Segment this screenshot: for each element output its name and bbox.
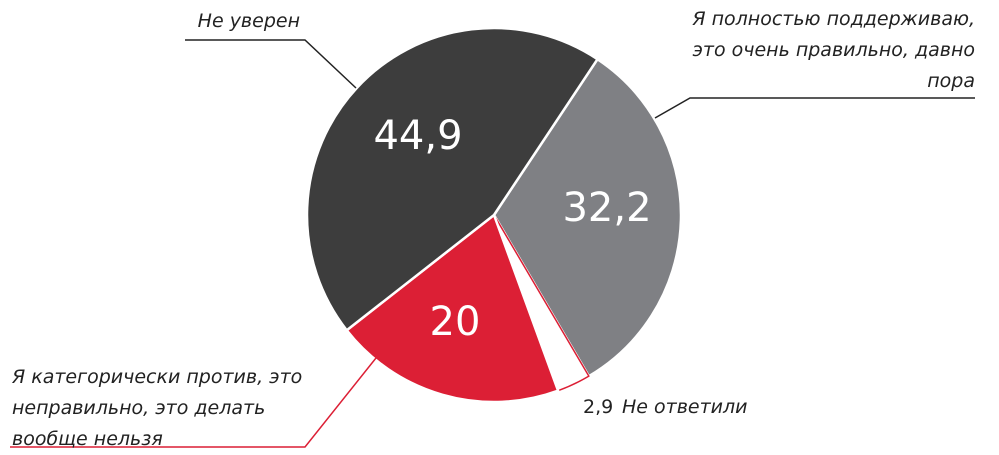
value-label: 2,9 <box>583 396 614 418</box>
value-label: 32,2 <box>562 185 652 231</box>
leader-line <box>654 97 975 119</box>
category-label: Не ответили <box>622 396 748 418</box>
value-label: 44,9 <box>373 113 463 159</box>
value-label: 20 <box>429 299 481 345</box>
leader-line <box>10 357 377 448</box>
category-label: Не уверен <box>197 10 300 32</box>
pie-slice <box>305 26 599 332</box>
pie-slice <box>345 213 560 404</box>
pie-slice <box>492 57 683 378</box>
slices <box>305 26 683 404</box>
category-label: Я полностью поддерживаю, это очень прави… <box>692 8 975 92</box>
category-label: Я категорически против, это неправильно,… <box>12 366 303 450</box>
leader-line <box>185 39 357 89</box>
